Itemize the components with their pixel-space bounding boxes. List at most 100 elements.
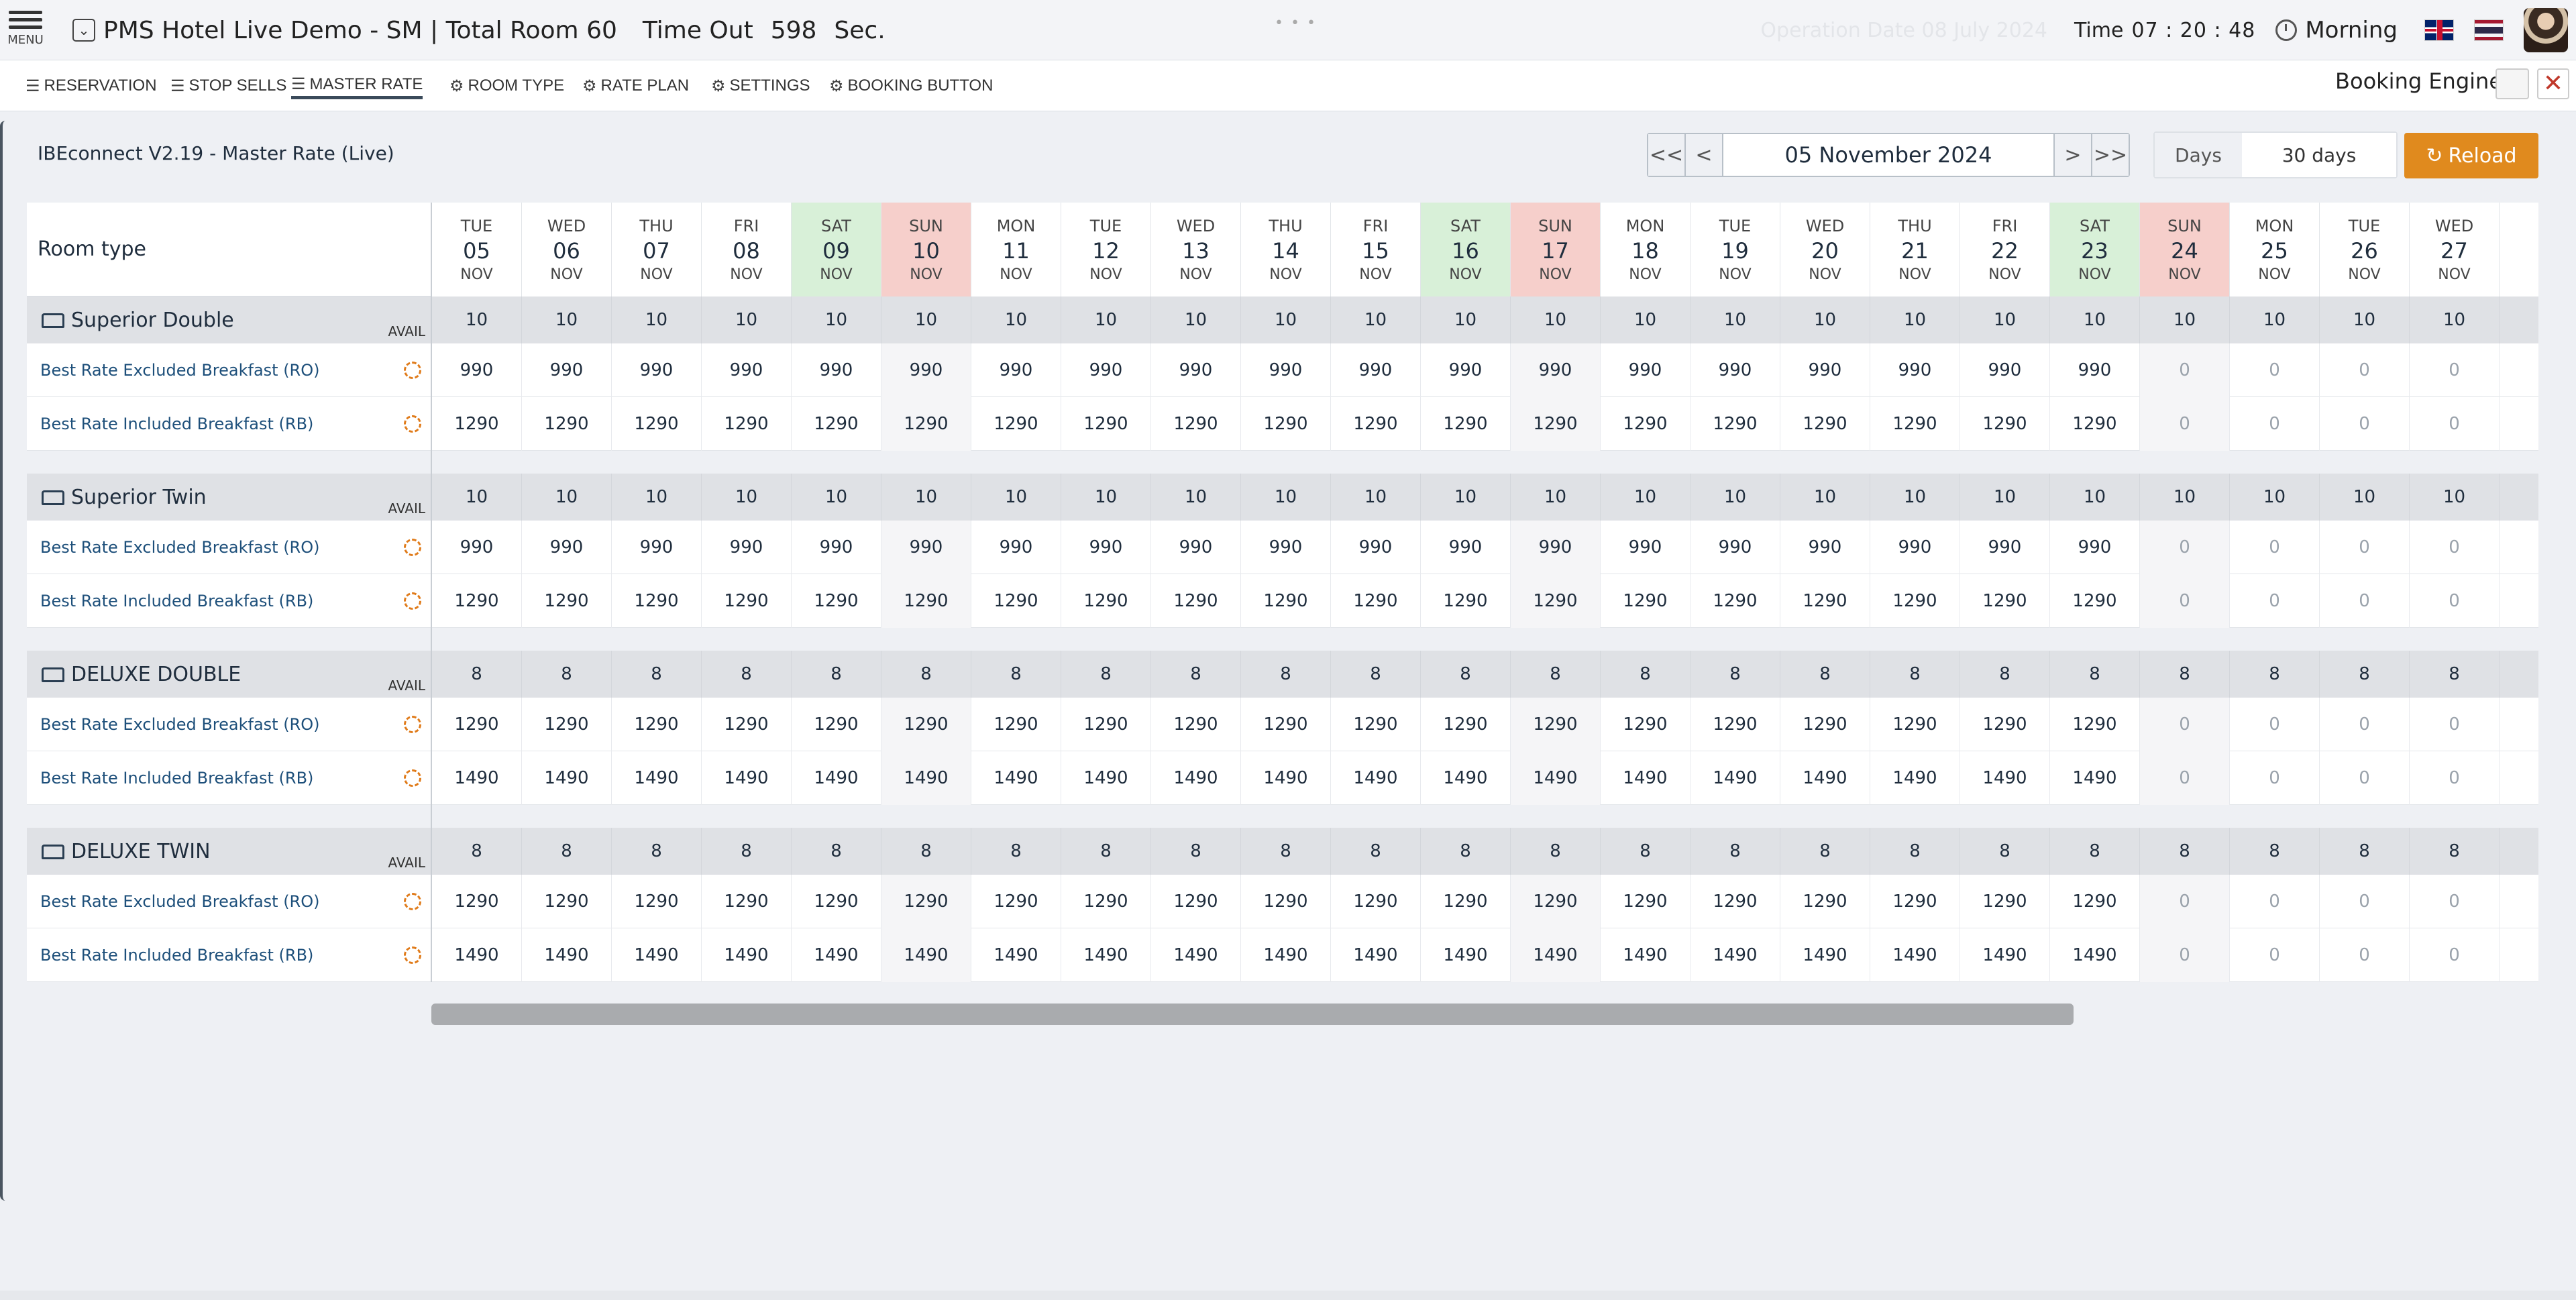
rate-cell[interactable]: 1490: [1870, 928, 1960, 982]
rate-cell[interactable]: 990: [1870, 343, 1960, 397]
avail-cell[interactable]: 10: [612, 296, 702, 343]
avail-cell[interactable]: 8: [702, 828, 792, 875]
rate-cell[interactable]: 1290: [1241, 574, 1331, 628]
avail-cell[interactable]: 10: [2140, 474, 2230, 521]
avail-cell[interactable]: 10: [881, 296, 971, 343]
drag-handle-icon[interactable]: • • •: [1275, 15, 1317, 32]
date-picker[interactable]: 05 November 2024: [1723, 134, 2053, 176]
avail-cell[interactable]: 8: [612, 651, 702, 698]
link-icon[interactable]: [404, 592, 421, 610]
date-header[interactable]: SUN 24 NOV: [2140, 203, 2230, 296]
avail-cell[interactable]: 10: [2320, 474, 2410, 521]
rate-cell[interactable]: 1290: [881, 875, 971, 928]
next-page-button[interactable]: >: [2053, 134, 2091, 176]
rate-cell[interactable]: [2500, 698, 2538, 751]
avail-cell[interactable]: 8: [1870, 828, 1960, 875]
date-header[interactable]: SAT 09 NOV: [792, 203, 881, 296]
rate-cell[interactable]: 1290: [1601, 698, 1690, 751]
rate-cell[interactable]: 990: [1511, 521, 1601, 574]
rate-cell[interactable]: 1290: [1960, 397, 2050, 451]
rate-cell[interactable]: 1290: [1511, 574, 1601, 628]
avail-cell[interactable]: 8: [1780, 828, 1870, 875]
avail-cell[interactable]: 8: [971, 828, 1061, 875]
rate-cell[interactable]: 990: [702, 343, 792, 397]
rate-cell[interactable]: 1490: [702, 751, 792, 805]
rate-cell[interactable]: 1290: [702, 875, 792, 928]
rate-cell[interactable]: 0: [2320, 397, 2410, 451]
avail-cell[interactable]: 8: [432, 828, 522, 875]
avail-cell[interactable]: 8: [2140, 651, 2230, 698]
date-header[interactable]: WED 20 NOV: [1780, 203, 1870, 296]
avail-cell[interactable]: 8: [2050, 828, 2140, 875]
date-header[interactable]: THU 07 NOV: [612, 203, 702, 296]
avail-cell[interactable]: 8: [612, 828, 702, 875]
avail-cell[interactable]: 10: [2140, 296, 2230, 343]
avail-cell[interactable]: 10: [2410, 474, 2500, 521]
rate-plan-label[interactable]: Best Rate Included Breakfast (RB): [27, 751, 431, 805]
booking-engine-button[interactable]: [2496, 68, 2529, 99]
rate-cell[interactable]: 1490: [971, 751, 1061, 805]
rate-cell[interactable]: [2500, 397, 2538, 451]
avail-cell[interactable]: [2500, 651, 2538, 698]
avail-cell[interactable]: [2500, 828, 2538, 875]
avail-cell[interactable]: 8: [1870, 651, 1960, 698]
avail-cell[interactable]: 10: [1061, 474, 1151, 521]
rate-cell[interactable]: 990: [432, 521, 522, 574]
tab-reservation[interactable]: ☰ RESERVATION: [25, 76, 157, 95]
rate-cell[interactable]: 990: [1690, 521, 1780, 574]
avail-cell[interactable]: 10: [2050, 296, 2140, 343]
rate-cell[interactable]: 0: [2230, 698, 2320, 751]
rate-cell[interactable]: 990: [522, 343, 612, 397]
rate-cell[interactable]: 1290: [1151, 574, 1241, 628]
avail-cell[interactable]: 10: [1690, 474, 1780, 521]
avail-cell[interactable]: 10: [702, 474, 792, 521]
rate-cell[interactable]: 1290: [1151, 397, 1241, 451]
rate-cell[interactable]: 1490: [522, 928, 612, 982]
avail-cell[interactable]: 8: [1690, 828, 1780, 875]
rate-cell[interactable]: 1290: [881, 397, 971, 451]
avail-cell[interactable]: 10: [2050, 474, 2140, 521]
rate-cell[interactable]: 990: [1780, 343, 1870, 397]
rate-cell[interactable]: 1290: [1601, 574, 1690, 628]
rate-cell[interactable]: 990: [792, 521, 881, 574]
rate-cell[interactable]: 1290: [792, 698, 881, 751]
date-header[interactable]: TUE 12 NOV: [1061, 203, 1151, 296]
rate-cell[interactable]: 1290: [1601, 397, 1690, 451]
rate-cell[interactable]: 990: [1601, 521, 1690, 574]
rate-cell[interactable]: 1290: [1690, 698, 1780, 751]
avail-cell[interactable]: 8: [1690, 651, 1780, 698]
avail-cell[interactable]: 8: [1241, 651, 1331, 698]
rate-cell[interactable]: 1290: [1061, 875, 1151, 928]
avail-cell[interactable]: 10: [1780, 296, 1870, 343]
rate-cell[interactable]: 1490: [432, 751, 522, 805]
rate-cell[interactable]: 1490: [1780, 928, 1870, 982]
avail-cell[interactable]: 8: [971, 651, 1061, 698]
prev-page-button[interactable]: <: [1686, 134, 1723, 176]
avail-cell[interactable]: 8: [1061, 828, 1151, 875]
rate-plan-label[interactable]: Best Rate Included Breakfast (RB): [27, 574, 431, 628]
link-icon[interactable]: [404, 893, 421, 910]
rate-cell[interactable]: 0: [2140, 521, 2230, 574]
close-button[interactable]: ✕: [2537, 68, 2569, 99]
rate-cell[interactable]: 1490: [432, 928, 522, 982]
rate-cell[interactable]: 1490: [1241, 751, 1331, 805]
rate-cell[interactable]: 1490: [1511, 928, 1601, 982]
menu-button[interactable]: MENU: [5, 7, 46, 55]
rate-cell[interactable]: 990: [971, 521, 1061, 574]
rate-cell[interactable]: 1290: [881, 698, 971, 751]
rate-cell[interactable]: 990: [1241, 521, 1331, 574]
rate-cell[interactable]: 1490: [1151, 928, 1241, 982]
tab-stop-sells[interactable]: ☰ STOP SELLS: [170, 76, 287, 95]
rate-cell[interactable]: 1490: [2050, 928, 2140, 982]
tab-rate-plan[interactable]: ⚙ RATE PLAN: [582, 76, 690, 95]
rate-cell[interactable]: 1490: [612, 751, 702, 805]
avail-cell[interactable]: 8: [1960, 828, 2050, 875]
rate-cell[interactable]: 0: [2320, 751, 2410, 805]
avail-cell[interactable]: 10: [792, 296, 881, 343]
avail-cell[interactable]: 8: [1511, 651, 1601, 698]
avail-cell[interactable]: 10: [1151, 296, 1241, 343]
avail-cell[interactable]: 10: [1960, 474, 2050, 521]
rate-cell[interactable]: 1490: [1421, 751, 1511, 805]
rate-plan-label[interactable]: Best Rate Excluded Breakfast (RO): [27, 875, 431, 928]
avail-cell[interactable]: 8: [1151, 651, 1241, 698]
